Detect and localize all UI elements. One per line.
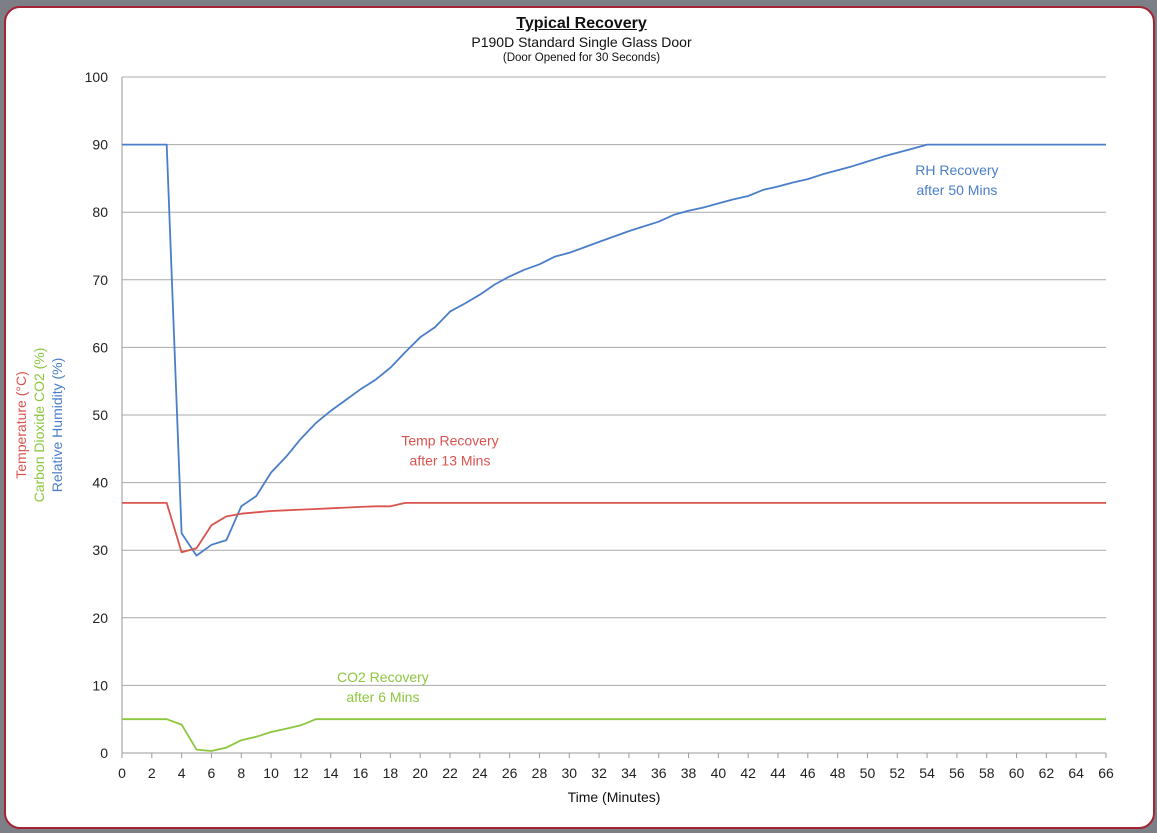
annotation-label: Temp Recovery: [401, 432, 498, 448]
x-tick-label: 44: [770, 765, 786, 781]
x-tick-label: 40: [711, 765, 727, 781]
x-tick-label: 8: [237, 765, 245, 781]
y-tick-label: 60: [92, 339, 108, 355]
x-tick-label: 46: [800, 765, 816, 781]
x-tick-label: 48: [830, 765, 846, 781]
x-axis-title: Time (Minutes): [568, 789, 661, 805]
x-tick-label: 34: [621, 765, 637, 781]
x-tick-label: 16: [353, 765, 369, 781]
series-line-co2: [122, 718, 1106, 752]
x-tick-label: 38: [681, 765, 697, 781]
chart-subtitle: P190D Standard Single Glass Door: [471, 34, 692, 50]
x-tick-label: 26: [502, 765, 518, 781]
y-axis-title: Relative Humidity (%): [49, 358, 65, 493]
y-tick-label: 50: [92, 407, 108, 423]
y-axis-title: Temperature (°C): [13, 371, 29, 479]
series-line-relative-humidity: [122, 143, 1106, 557]
y-tick-label: 0: [100, 745, 108, 761]
x-tick-label: 64: [1068, 765, 1084, 781]
x-tick-label: 4: [178, 765, 186, 781]
annotation-label: RH Recovery: [915, 162, 998, 178]
title-block: Typical Recovery P190D Standard Single G…: [6, 14, 1153, 66]
chart-title: Typical Recovery: [516, 15, 647, 32]
x-tick-label: 36: [651, 765, 667, 781]
x-tick-label: 20: [412, 765, 428, 781]
x-tick-label: 54: [919, 765, 935, 781]
chart-subtitle-note: (Door Opened for 30 Seconds): [502, 52, 661, 64]
x-tick-label: 22: [442, 765, 458, 781]
x-tick-label: 66: [1098, 765, 1114, 781]
x-tick-label: 6: [208, 765, 216, 781]
annotation-label: after 6 Mins: [346, 689, 419, 705]
chart-card: Typical Recovery P190D Standard Single G…: [4, 6, 1155, 829]
x-tick-label: 24: [472, 765, 488, 781]
annotation-label: after 50 Mins: [916, 182, 997, 198]
x-tick-label: 30: [561, 765, 577, 781]
x-tick-label: 56: [949, 765, 965, 781]
y-tick-label: 20: [92, 610, 108, 626]
y-tick-label: 100: [85, 69, 109, 85]
y-tick-label: 10: [92, 677, 108, 693]
x-tick-label: 32: [591, 765, 607, 781]
series-line-temperature: [122, 501, 1106, 554]
x-tick-label: 18: [383, 765, 399, 781]
x-tick-label: 28: [532, 765, 548, 781]
y-tick-label: 90: [92, 137, 108, 153]
annotation-label: after 13 Mins: [410, 452, 491, 468]
x-tick-label: 0: [118, 765, 126, 781]
x-tick-label: 52: [889, 765, 905, 781]
y-tick-label: 80: [92, 204, 108, 220]
x-tick-label: 42: [740, 765, 756, 781]
x-tick-label: 60: [1009, 765, 1025, 781]
x-tick-label: 58: [979, 765, 995, 781]
y-tick-label: 70: [92, 272, 108, 288]
x-tick-label: 14: [323, 765, 339, 781]
x-tick-label: 10: [263, 765, 279, 781]
x-tick-label: 62: [1039, 765, 1055, 781]
x-tick-label: 2: [148, 765, 156, 781]
y-axis-title: Carbon Dioxide CO2 (%): [31, 348, 47, 503]
y-tick-label: 40: [92, 475, 108, 491]
x-tick-label: 50: [860, 765, 876, 781]
x-tick-label: 12: [293, 765, 309, 781]
y-tick-label: 30: [92, 542, 108, 558]
annotation-label: CO2 Recovery: [337, 669, 429, 685]
